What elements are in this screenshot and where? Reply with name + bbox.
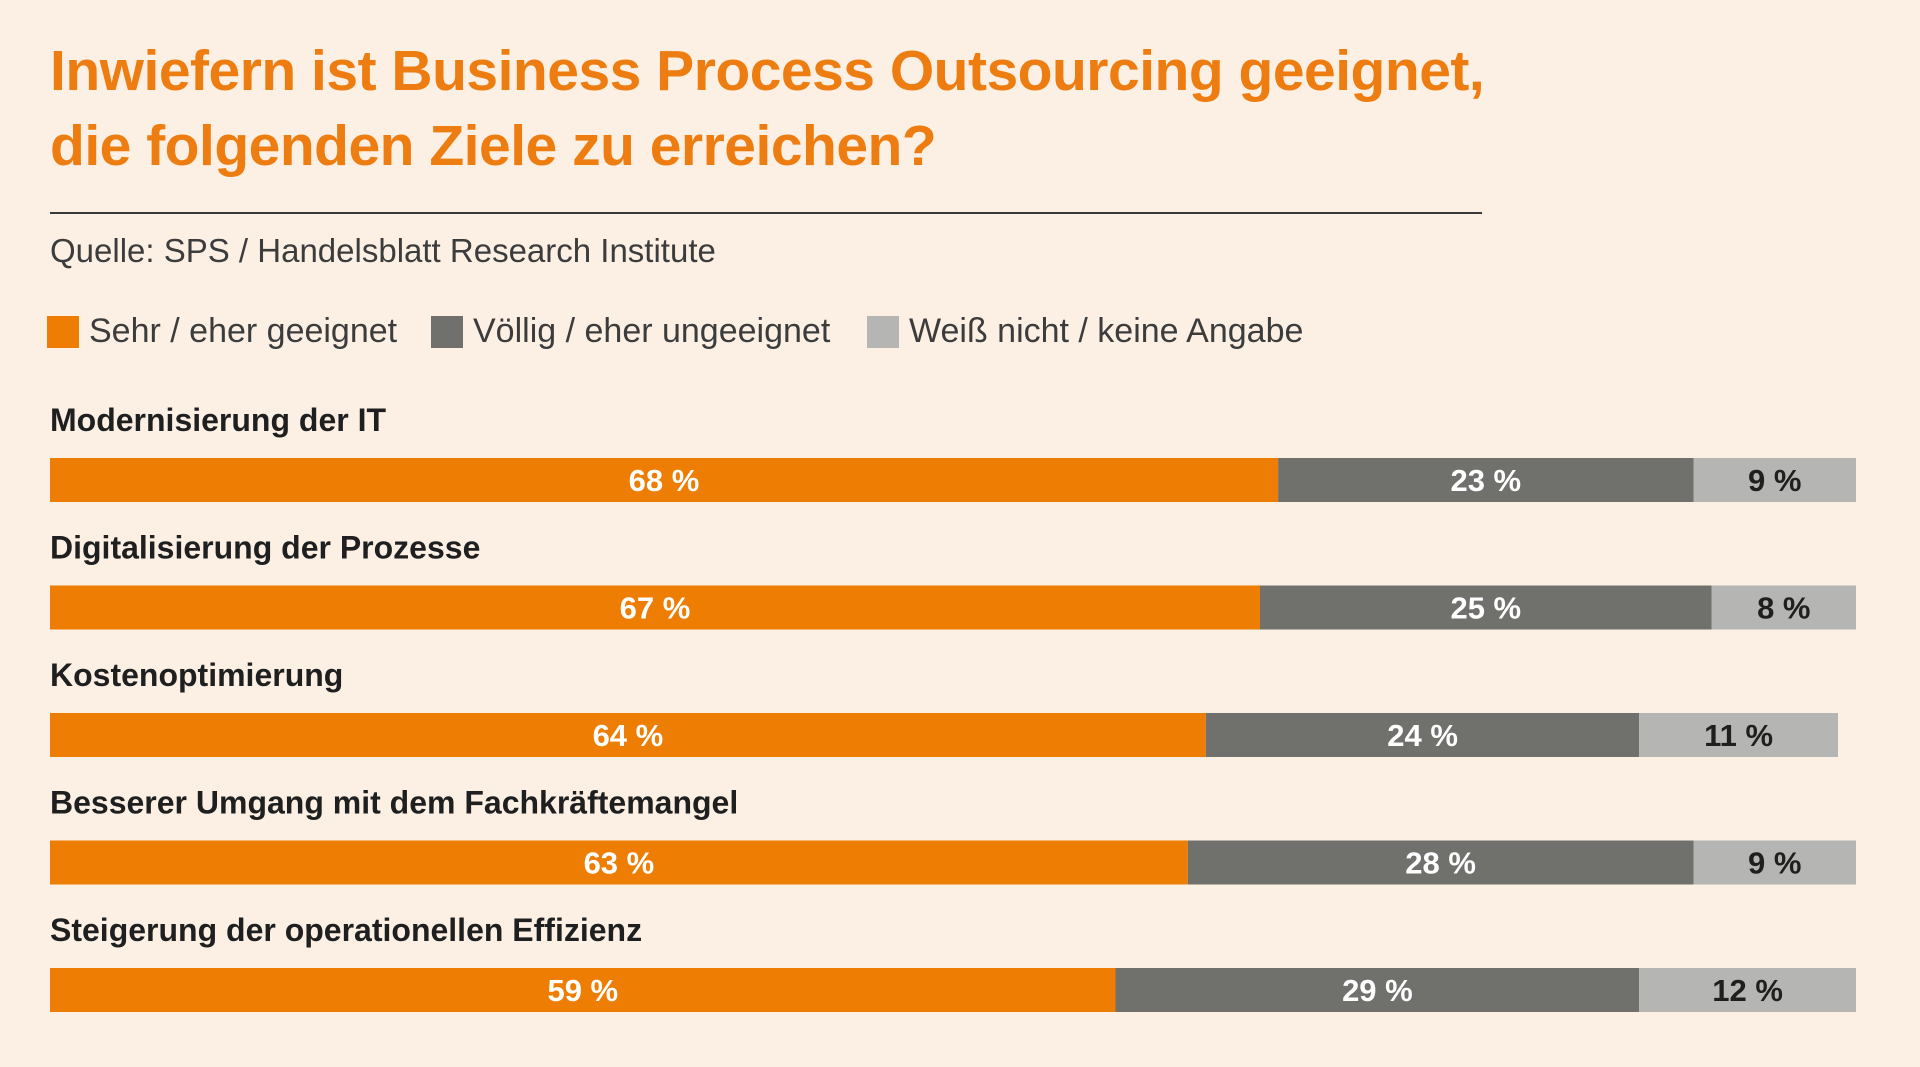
chart-title: Inwiefern ist Business Process Outsourci…: [50, 34, 1510, 184]
category-label: Steigerung der operationellen Effizienz: [50, 912, 642, 948]
bar-segment-unsuitable: [1260, 585, 1712, 630]
category-label: Kostenoptimierung: [50, 657, 343, 693]
legend-swatch-suitable: [47, 315, 79, 348]
bar-segment-suitable: [50, 840, 1188, 885]
bar-segment-unknown: [1711, 585, 1856, 630]
chart-title-line-1: Inwiefern ist Business Process Outsourci…: [50, 39, 1485, 103]
value-label-unsuitable: 25 %: [1450, 591, 1521, 626]
legend-item-suitable: Sehr / eher geeignet: [47, 312, 397, 351]
category-label: Modernisierung der IT: [50, 402, 386, 438]
legend-label-suitable: Sehr / eher geeignet: [89, 312, 398, 350]
value-label-unsuitable: 23 %: [1450, 463, 1521, 498]
value-label-unsuitable: 29 %: [1342, 973, 1413, 1008]
bar-segment-unsuitable: [1278, 458, 1694, 502]
bar-segment-unknown: [1693, 458, 1856, 502]
legend-label-unknown: Weiß nicht / keine Angabe: [909, 312, 1304, 350]
bar-segment-suitable: [50, 713, 1206, 757]
legend-label-unsuitable: Völlig / eher ungeeignet: [473, 312, 831, 350]
bar-segment-unknown: [1639, 968, 1856, 1012]
bar-segment-suitable: [50, 585, 1260, 630]
value-label-unknown: 12 %: [1712, 973, 1783, 1008]
bar-segment-unsuitable: [1205, 713, 1640, 757]
category-label: Besserer Umgang mit dem Fachkräftemangel: [50, 785, 738, 821]
bar-segment-unknown: [1693, 840, 1856, 885]
value-label-unknown: 8 %: [1757, 591, 1810, 626]
value-label-unknown: 11 %: [1704, 718, 1773, 753]
value-label-unknown: 9 %: [1748, 846, 1801, 881]
value-label-suitable: 64 %: [593, 718, 664, 753]
value-label-suitable: 68 %: [629, 463, 700, 498]
value-label-unknown: 9 %: [1748, 463, 1801, 498]
value-label-suitable: 67 %: [620, 591, 691, 626]
bar-segment-unsuitable: [1187, 840, 1694, 885]
legend-swatch-unknown: [867, 315, 899, 348]
value-label-unsuitable: 28 %: [1405, 846, 1476, 881]
legend-item-unsuitable: Völlig / eher ungeeignet: [431, 312, 830, 351]
legend-swatch-unsuitable: [431, 315, 463, 348]
bar-segment-suitable: [50, 458, 1279, 502]
title-divider: [50, 212, 1482, 214]
value-label-unsuitable: 24 %: [1387, 718, 1458, 753]
legend-item-unknown: Weiß nicht / keine Angabe: [867, 312, 1303, 351]
chart-title-line-2: die folgenden Ziele zu erreichen?: [50, 114, 937, 178]
value-label-suitable: 59 %: [547, 973, 618, 1008]
bar-segment-unsuitable: [1115, 968, 1640, 1012]
source-note: Quelle: SPS / Handelsblatt Research Inst…: [50, 232, 716, 269]
category-label: Digitalisierung der Prozesse: [50, 530, 480, 566]
value-label-suitable: 63 %: [584, 846, 655, 881]
bar-segment-unknown: [1639, 713, 1838, 757]
bar-segment-suitable: [50, 968, 1116, 1012]
